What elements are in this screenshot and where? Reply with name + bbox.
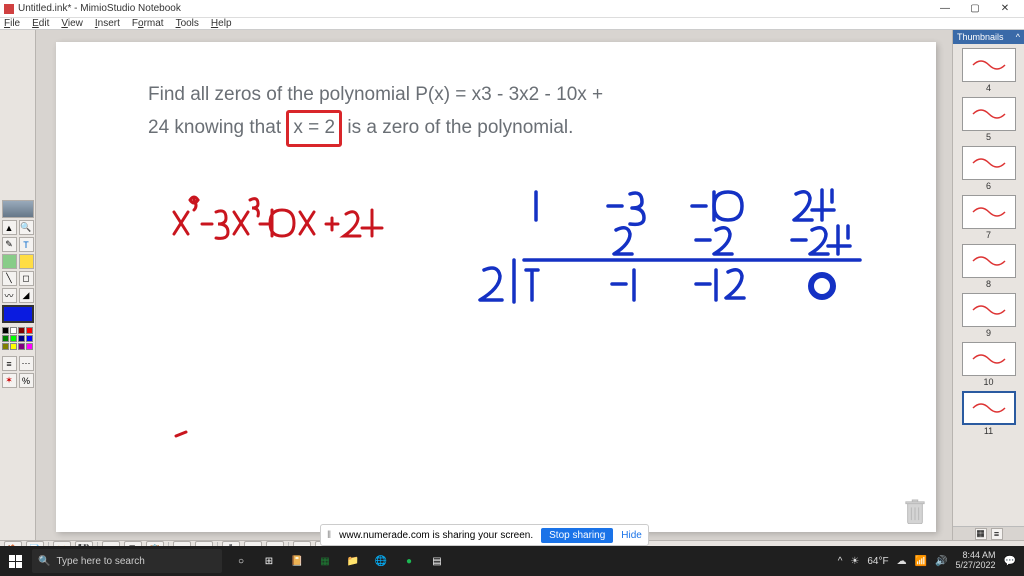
start-button[interactable]	[0, 546, 30, 576]
tool-line[interactable]: ╲	[2, 271, 17, 286]
tool-current-color[interactable]	[2, 305, 34, 323]
task-explorer[interactable]: 📁	[340, 548, 366, 574]
task-app2[interactable]: ▤	[424, 548, 450, 574]
menu-format[interactable]: Format	[132, 18, 164, 29]
titlebar: Untitled.ink* - MimioStudio Notebook — ▢…	[0, 0, 1024, 18]
menu-view[interactable]: View	[61, 18, 83, 29]
toolbox: ▲ 🔍 ✎ T ╲ ◻ 〰 ◢	[0, 30, 36, 540]
canvas-area: Find all zeros of the polynomial P(x) = …	[36, 30, 952, 540]
task-spotify[interactable]: ●	[396, 548, 422, 574]
canvas[interactable]: Find all zeros of the polynomial P(x) = …	[56, 42, 936, 532]
tool-pen[interactable]: ✎	[2, 237, 17, 252]
tool-eraser[interactable]	[2, 254, 17, 269]
color-palette[interactable]	[2, 327, 33, 350]
thumbnail-4[interactable]: 4	[961, 48, 1017, 93]
tray-temp[interactable]: 64°F	[867, 556, 888, 567]
thumbnail-9[interactable]: 9	[961, 293, 1017, 338]
thumbnail-5[interactable]: 5	[961, 97, 1017, 142]
search-icon: 🔍	[38, 556, 50, 567]
menu-edit[interactable]: Edit	[32, 18, 49, 29]
thumbnail-11[interactable]: 11	[961, 391, 1017, 436]
task-chrome[interactable]: 🌐	[368, 548, 394, 574]
task-cortana[interactable]: ○	[228, 548, 254, 574]
window-title: Untitled.ink* - MimioStudio Notebook	[18, 3, 930, 14]
task-app1[interactable]: 📔	[284, 548, 310, 574]
tool-list[interactable]: ≡	[2, 356, 17, 371]
thumb-list-icon[interactable]: ≡	[991, 528, 1003, 540]
tool-text[interactable]: T	[19, 237, 34, 252]
tool-pointer[interactable]: ▲	[2, 220, 17, 235]
tool-more1[interactable]: ⋯	[19, 356, 34, 371]
tool-fill[interactable]: ◢	[19, 288, 34, 303]
tool-eraser-wide[interactable]	[2, 200, 34, 218]
task-taskview[interactable]: ⊞	[256, 548, 282, 574]
app-window: Untitled.ink* - MimioStudio Notebook — ▢…	[0, 0, 1024, 546]
thumbnails-panel: Thumbnails^ 4567891011 ▦ ≡	[952, 30, 1024, 540]
tray-clock[interactable]: 8:44 AM 5/27/2022	[956, 551, 996, 571]
trash-icon[interactable]	[904, 498, 926, 524]
hide-sharing-button[interactable]: Hide	[621, 530, 642, 541]
close-button[interactable]: ✕	[990, 0, 1020, 18]
menu-tools[interactable]: Tools	[176, 18, 199, 29]
ink-layer	[56, 42, 936, 532]
tray-chevron[interactable]: ^	[838, 556, 843, 567]
collapse-icon[interactable]: ^	[1016, 32, 1020, 42]
thumbnail-6[interactable]: 6	[961, 146, 1017, 191]
tool-percent[interactable]: %	[19, 373, 34, 388]
search-placeholder: Type here to search	[56, 556, 144, 567]
tray-network[interactable]: 📶	[915, 556, 927, 567]
app-icon	[4, 4, 14, 14]
thumbnail-8[interactable]: 8	[961, 244, 1017, 289]
thumbnail-10[interactable]: 10	[961, 342, 1017, 387]
tray-onedrive[interactable]: ☁	[897, 556, 907, 567]
thumb-view-icon[interactable]: ▦	[975, 528, 987, 540]
search-box[interactable]: 🔍 Type here to search	[32, 549, 222, 573]
thumbnail-7[interactable]: 7	[961, 195, 1017, 240]
tool-brush[interactable]: 〰	[2, 288, 17, 303]
minimize-button[interactable]: —	[930, 0, 960, 18]
menu-file[interactable]: File	[4, 18, 20, 29]
tray-notifications[interactable]: 💬	[1004, 556, 1016, 567]
tool-shape[interactable]: ◻	[19, 271, 34, 286]
thumbnails-header: Thumbnails^	[953, 30, 1024, 44]
menu-help[interactable]: Help	[211, 18, 232, 29]
taskbar: 🔍 Type here to search ○ ⊞ 📔 ▦ 📁 🌐 ● ▤ ^ …	[0, 546, 1024, 576]
tool-zoom[interactable]: 🔍	[19, 220, 34, 235]
task-excel[interactable]: ▦	[312, 548, 338, 574]
menubar: File Edit View Insert Format Tools Help	[0, 18, 1024, 30]
tray-weather-icon: ☀	[850, 556, 859, 567]
tool-highlighter[interactable]	[19, 254, 34, 269]
maximize-button[interactable]: ▢	[960, 0, 990, 18]
tool-x[interactable]: ✶	[2, 373, 17, 388]
stop-sharing-button[interactable]: Stop sharing	[541, 528, 613, 543]
menu-insert[interactable]: Insert	[95, 18, 120, 29]
tray-volume[interactable]: 🔊	[935, 556, 947, 567]
share-text: www.numerade.com is sharing your screen.	[339, 530, 533, 541]
share-banner: ‖ www.numerade.com is sharing your scree…	[320, 524, 649, 546]
